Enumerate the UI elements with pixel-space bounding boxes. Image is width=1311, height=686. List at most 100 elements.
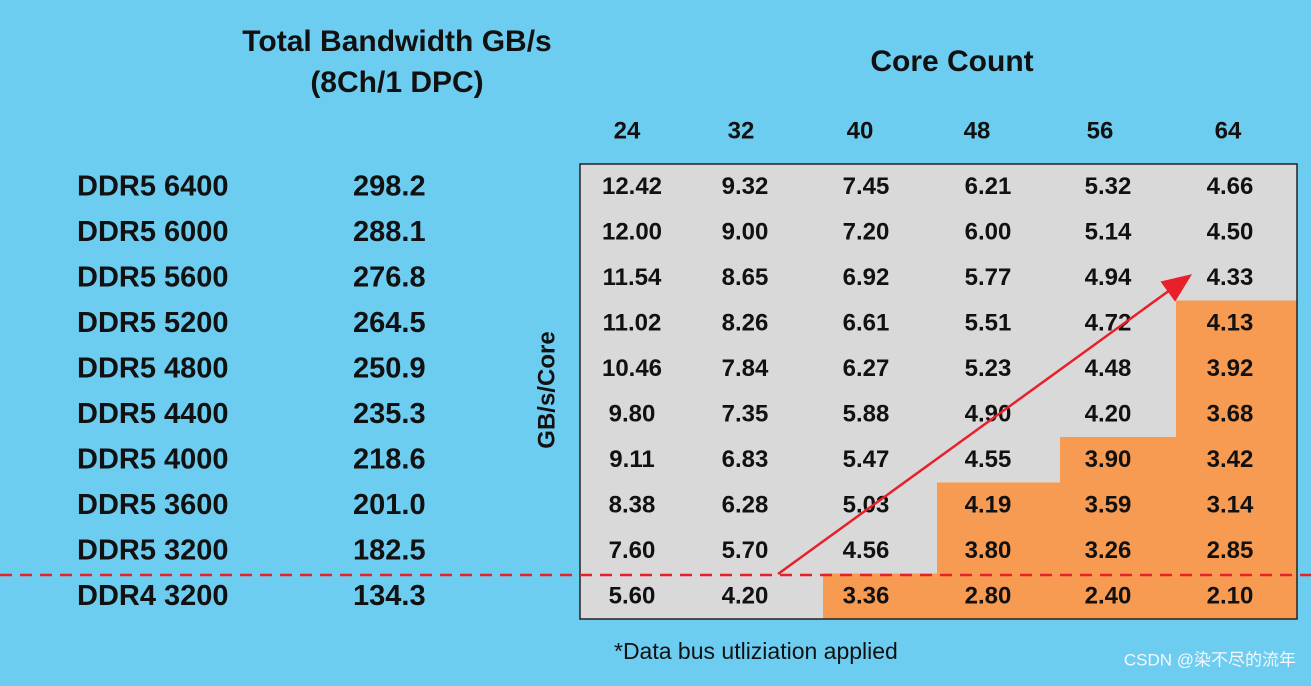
cell-value: 9.80 — [609, 401, 656, 428]
cell-value: 8.38 — [609, 492, 656, 519]
cell-value: 9.00 — [722, 219, 769, 246]
cell-value: 3.90 — [1085, 446, 1132, 473]
cell-value: 4.50 — [1207, 219, 1254, 246]
cell-value: 4.20 — [1085, 401, 1132, 428]
memory-label: DDR5 6400 — [77, 170, 229, 202]
table-cell — [685, 437, 823, 483]
table-cell — [580, 346, 685, 392]
title: Total Bandwidth GB/s — [242, 25, 551, 58]
cell-value: 2.10 — [1207, 583, 1254, 610]
bandwidth-value: 288.1 — [353, 216, 426, 248]
bandwidth-value: 201.0 — [353, 489, 426, 521]
table-cell — [1060, 437, 1176, 483]
cell-value: 8.65 — [722, 264, 769, 291]
table-cell — [1060, 209, 1176, 256]
table-cell — [580, 391, 685, 438]
cell-value: 7.35 — [722, 401, 769, 428]
cell-value: 5.88 — [843, 401, 890, 428]
column-header: 24 — [614, 117, 641, 144]
cell-value: 3.59 — [1085, 492, 1132, 519]
table-cell — [1060, 391, 1176, 438]
cell-value: 3.80 — [965, 537, 1012, 564]
memory-label: DDR5 5600 — [77, 261, 229, 293]
table-cell — [937, 255, 1060, 301]
memory-label: DDR5 5200 — [77, 307, 229, 339]
bandwidth-value: 235.3 — [353, 398, 426, 430]
cell-value: 2.80 — [965, 583, 1012, 610]
table-cell — [1176, 391, 1297, 438]
table-cell — [1176, 528, 1297, 574]
column-header: 40 — [847, 117, 874, 144]
column-header: 48 — [964, 117, 991, 144]
cell-value: 3.26 — [1085, 537, 1132, 564]
table-cell — [937, 482, 1060, 529]
cell-value: 3.92 — [1207, 355, 1254, 382]
table-cell — [823, 391, 937, 438]
cell-value: 4.13 — [1207, 310, 1254, 337]
table-cell — [580, 255, 685, 301]
cell-value: 3.14 — [1207, 492, 1254, 519]
bandwidth-value: 134.3 — [353, 580, 426, 612]
cell-value: 6.28 — [722, 492, 769, 519]
cell-value: 5.51 — [965, 310, 1012, 337]
table-cell — [823, 482, 937, 529]
cell-value: 7.60 — [609, 537, 656, 564]
trend-arrow — [777, 274, 1193, 576]
cell-value: 4.48 — [1085, 355, 1132, 382]
table-cell — [937, 300, 1060, 347]
cell-value: 5.23 — [965, 355, 1012, 382]
table: 24 32 40 48 56 64 DDR5 6400 298.2 12.42 9.32 7.45 6… — [77, 117, 1297, 620]
cell-value: 4.66 — [1207, 173, 1254, 200]
table-cell — [1060, 300, 1176, 347]
memory-label: DDR5 4000 — [77, 443, 229, 475]
cell-value: 3.36 — [843, 583, 890, 610]
table-cell — [580, 164, 685, 210]
table-cell — [580, 573, 685, 620]
table-cell — [685, 482, 823, 529]
bandwidth-value: 276.8 — [353, 261, 426, 293]
cell-value: 10.46 — [602, 355, 662, 382]
cell-value: 11.02 — [603, 310, 662, 337]
table-cell — [937, 209, 1060, 256]
cell-value: 7.45 — [843, 173, 890, 200]
table-cell — [1176, 573, 1297, 620]
table-cell — [823, 437, 937, 483]
cell-value: 4.56 — [843, 537, 890, 564]
bandwidth-value: 264.5 — [353, 307, 426, 339]
bandwidth-value: 250.9 — [353, 352, 426, 384]
cell-value: 9.32 — [722, 173, 769, 200]
cell-value: 11.54 — [603, 264, 662, 291]
cell-value: 4.19 — [965, 492, 1012, 519]
table-cell — [685, 255, 823, 301]
table-cell — [1176, 482, 1297, 529]
cell-value: 4.94 — [1085, 264, 1132, 291]
table-cell — [1060, 482, 1176, 529]
column-header: 32 — [728, 117, 755, 144]
table-cell — [1176, 346, 1297, 392]
column-header: 56 — [1087, 117, 1114, 144]
memory-label: DDR5 3600 — [77, 489, 229, 521]
table-cell — [1060, 164, 1176, 210]
table-cell — [823, 300, 937, 347]
table-cell — [937, 164, 1060, 210]
table-cell — [685, 164, 823, 210]
cell-value: 3.42 — [1207, 446, 1254, 473]
table-border — [579, 163, 1298, 620]
cell-value: 12.42 — [602, 173, 662, 200]
cell-value: 5.47 — [843, 446, 890, 473]
table-cell — [580, 482, 685, 529]
table-cell — [1176, 164, 1297, 210]
table-cell — [580, 300, 685, 347]
memory-label: DDR5 3200 — [77, 534, 229, 566]
table-cell — [823, 573, 937, 620]
table-cell — [1176, 300, 1297, 347]
cell-value: 9.11 — [609, 446, 654, 473]
table-cell — [685, 300, 823, 347]
watermark: CSDN @染不尽的流年 — [1124, 650, 1296, 669]
table-cell — [1176, 209, 1297, 256]
memory-label: DDR4 3200 — [77, 580, 229, 612]
cell-value: 8.26 — [722, 310, 769, 337]
bandwidth-value: 218.6 — [353, 443, 426, 475]
table-cell — [685, 528, 823, 574]
